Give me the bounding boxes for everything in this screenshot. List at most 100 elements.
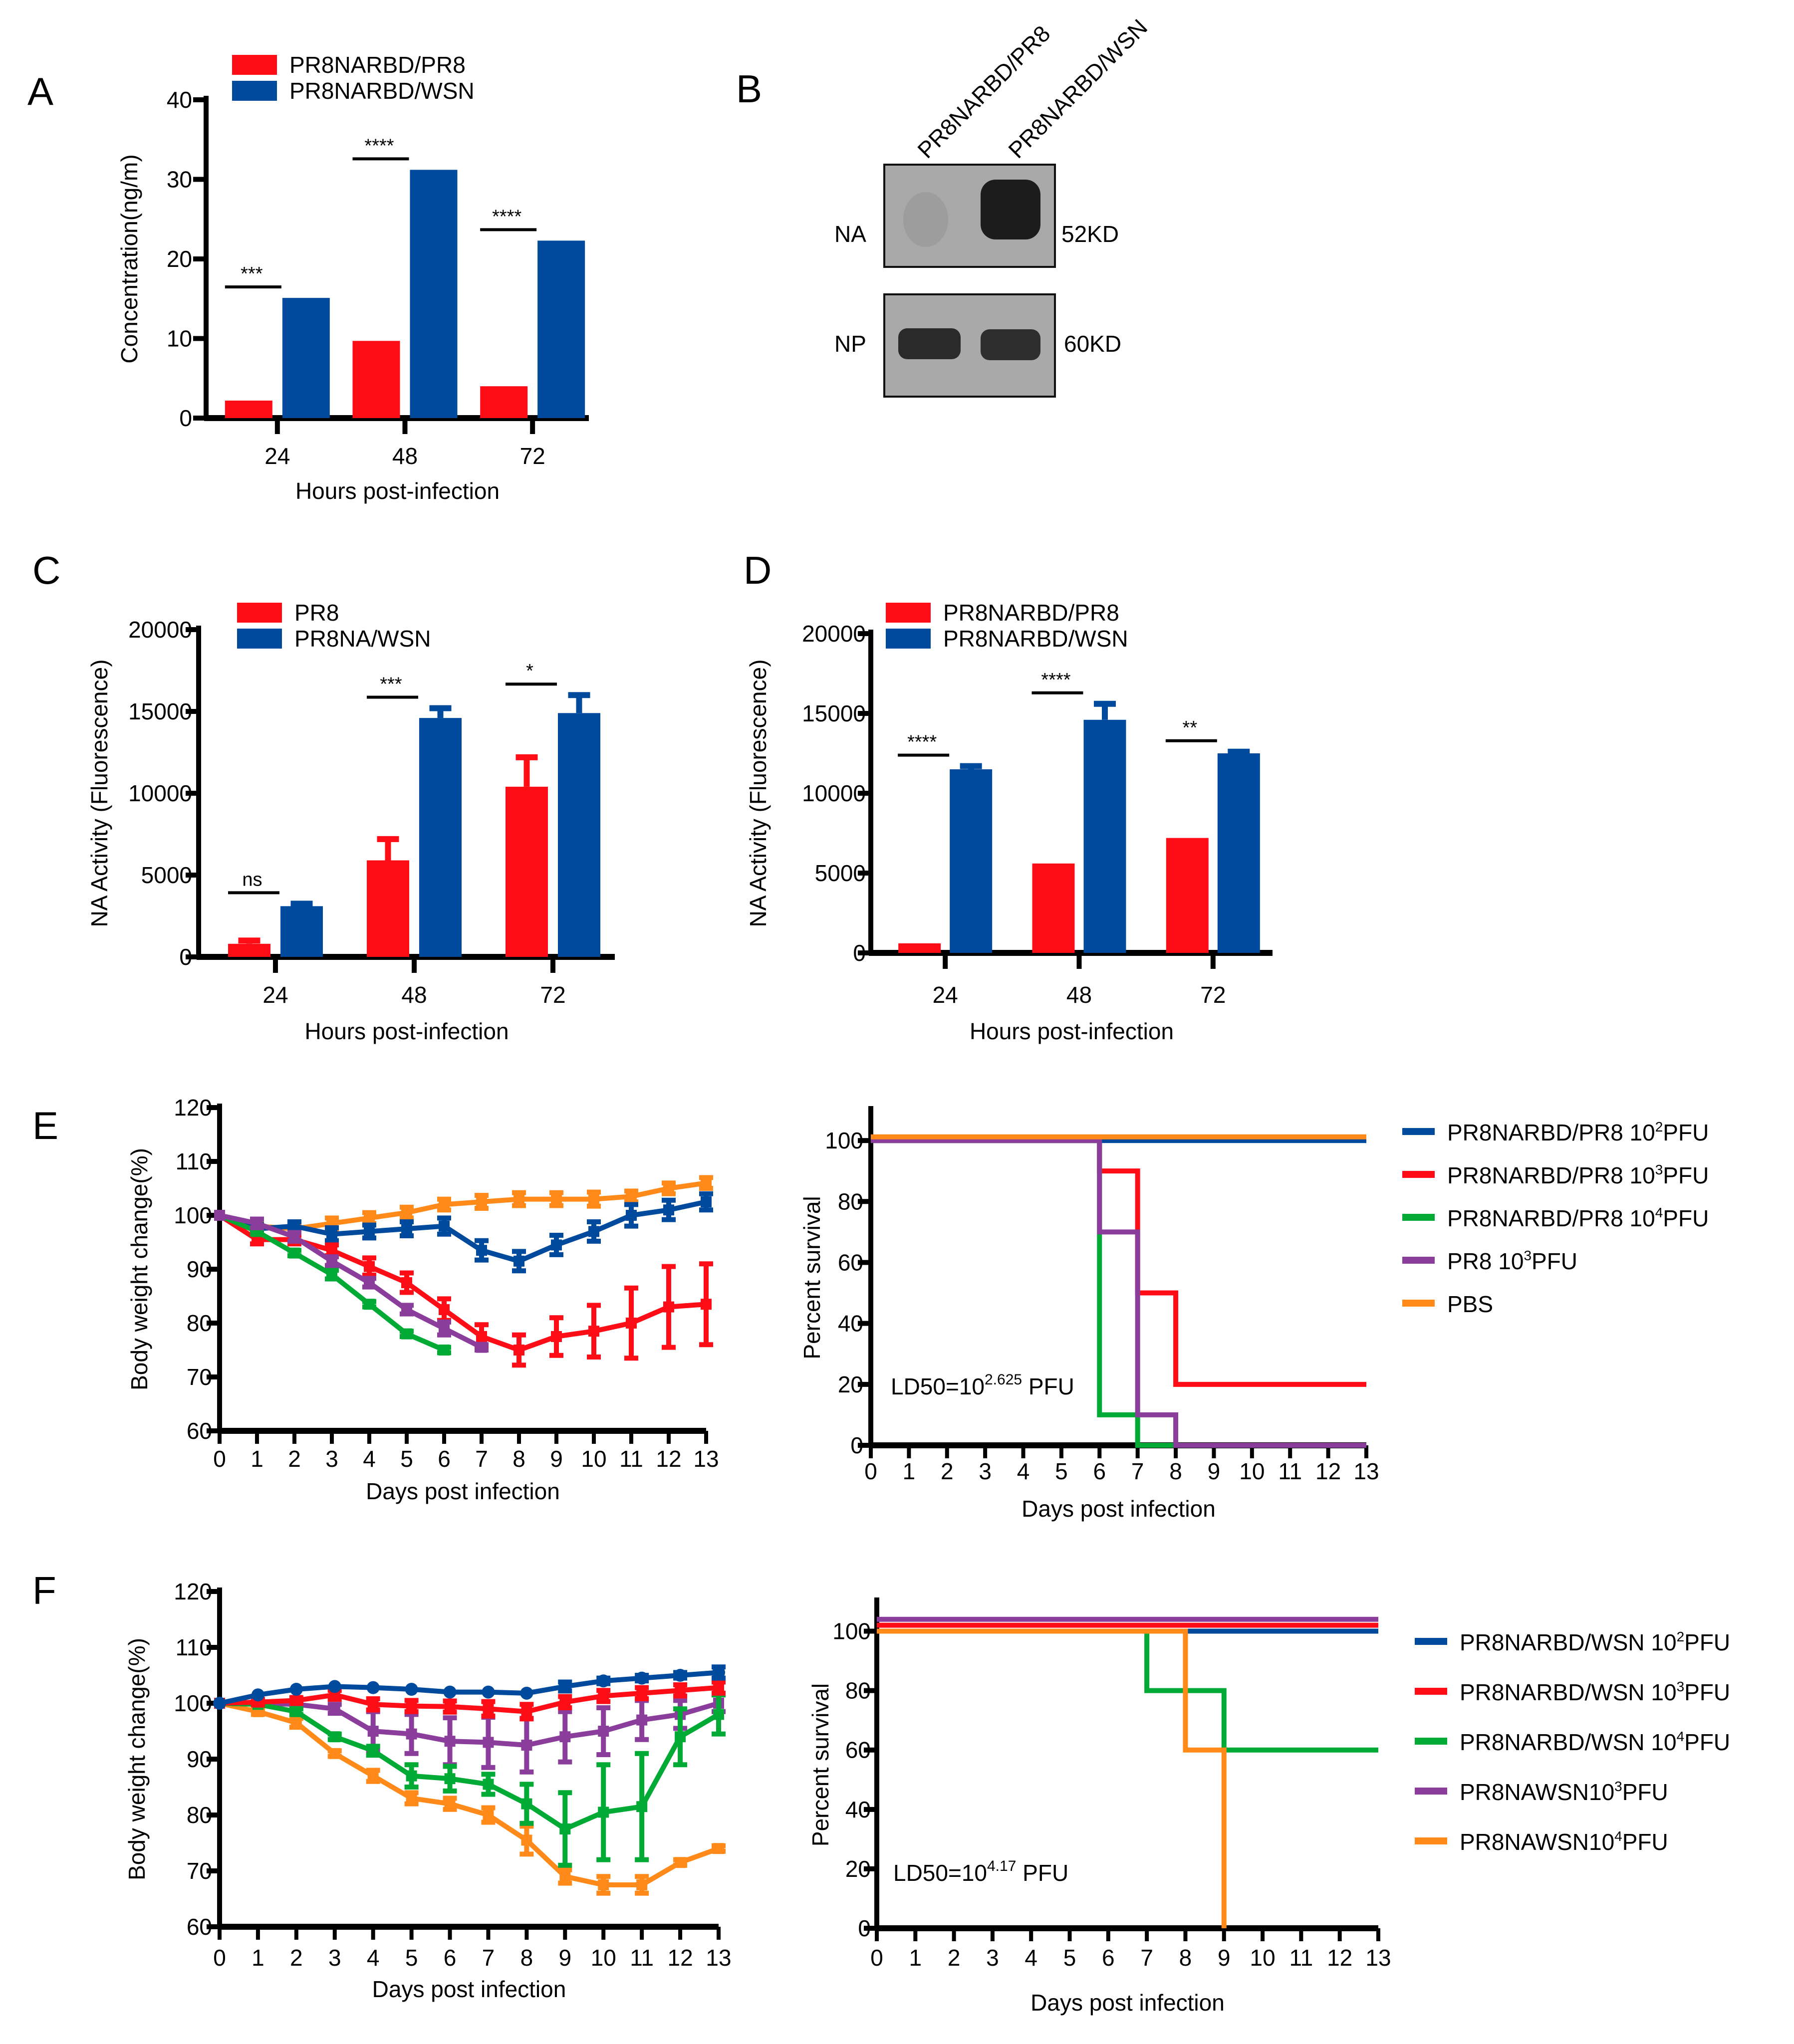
data-point <box>513 1193 524 1205</box>
x-tick-label: 7 <box>1131 1458 1144 1484</box>
y-axis-label: Body weight change(%) <box>126 1148 152 1390</box>
y-tick-label: 60 <box>845 1737 871 1763</box>
x-tick-label: 6 <box>444 1945 457 1971</box>
x-tick-label: 13 <box>1353 1458 1379 1484</box>
data-point <box>251 1688 264 1702</box>
x-tick-label: 48 <box>392 443 418 469</box>
y-axis-label: Percent survival <box>807 1683 833 1846</box>
data-point <box>551 1239 562 1251</box>
data-point <box>476 1342 487 1353</box>
data-point <box>367 1699 379 1710</box>
x-tick-label: 10 <box>581 1446 606 1472</box>
data-point <box>713 1843 724 1854</box>
x-tick-label: 9 <box>1218 1945 1231 1971</box>
blot-np-band-lane2 <box>981 329 1040 360</box>
western-blot-panel: B PR8NARBD/PR8 PR8NARBD/WSN NA 52KD NP 6… <box>736 14 1152 398</box>
y-tick-label: 60 <box>838 1249 863 1275</box>
x-tick-label: 1 <box>252 1945 264 1971</box>
legend-swatch <box>886 603 931 623</box>
x-tick-label: 8 <box>520 1945 533 1971</box>
data-point <box>713 1709 724 1720</box>
series-purple <box>214 1210 489 1353</box>
bar-pr8narbd-pr8 <box>1032 863 1075 953</box>
x-tick-label: 9 <box>1208 1458 1221 1484</box>
data-point <box>701 1299 712 1310</box>
x-tick-label: 6 <box>438 1446 451 1472</box>
bar-pr8narbd-wsn <box>950 769 993 953</box>
significance-label: *** <box>241 263 263 284</box>
data-point <box>405 1683 418 1696</box>
data-point <box>675 1857 686 1868</box>
data-point <box>559 1823 571 1834</box>
x-tick-label: 0 <box>864 1458 877 1484</box>
x-axis-label: Hours post-infection <box>295 478 500 504</box>
ld50-annotation: LD50=104.17 PFU <box>893 1858 1068 1886</box>
bar-pr8narbd-pr8 <box>352 341 400 418</box>
bar-pr8narbd-pr8 <box>480 386 528 418</box>
y-tick-label: 10000 <box>802 780 866 806</box>
data-point <box>636 1714 648 1726</box>
data-point <box>364 1277 375 1288</box>
x-tick-label: 1 <box>251 1446 263 1472</box>
x-tick-label: 11 <box>630 1945 654 1971</box>
y-tick-label: 120 <box>174 1579 212 1604</box>
y-axis-label: Percent survival <box>799 1196 825 1359</box>
significance-label: **** <box>364 135 394 156</box>
data-point <box>367 1745 379 1757</box>
bar-chart-c: 0 5000 10000 15000 20000 Hours post-infection… <box>32 548 615 1044</box>
x-tick-label: 4 <box>363 1446 376 1472</box>
data-point <box>401 1328 412 1340</box>
survival-curve-red <box>871 1138 1366 1387</box>
data-point <box>364 1299 375 1310</box>
data-point <box>559 1871 571 1882</box>
data-point <box>366 1681 380 1694</box>
data-point <box>598 1726 609 1737</box>
significance-label: ** <box>1183 717 1198 738</box>
legend-label: PR8 103PFU <box>1447 1248 1577 1274</box>
data-point <box>476 1196 487 1207</box>
x-axis-label: Days post infection <box>1022 1496 1216 1522</box>
data-point <box>367 1726 379 1737</box>
x-tick-label: 0 <box>870 1945 883 1971</box>
data-point <box>635 1671 649 1685</box>
data-point <box>290 1706 302 1717</box>
data-point <box>364 1212 375 1224</box>
x-tick-label: 10 <box>1239 1458 1265 1484</box>
y-tick-label: 100 <box>174 1690 212 1716</box>
data-point <box>598 1879 609 1890</box>
data-point <box>290 1717 302 1729</box>
x-tick-label: 5 <box>400 1446 413 1472</box>
data-point <box>520 1686 533 1700</box>
data-point <box>214 1210 225 1221</box>
y-tick-label: 0 <box>179 944 192 970</box>
data-point <box>406 1700 417 1712</box>
significance-label: * <box>526 661 533 681</box>
ld50-annotation: LD50=102.625 PFU <box>891 1371 1074 1399</box>
blot-na-band-lane1 <box>903 192 948 247</box>
data-point <box>401 1207 412 1218</box>
y-tick-label: 20 <box>167 246 192 272</box>
x-tick-label: 12 <box>667 1945 693 1971</box>
data-point <box>326 1269 337 1280</box>
data-point <box>329 1731 340 1743</box>
bar-pr8narbd-pr8 <box>898 943 941 953</box>
bar-pr8narbd-wsn <box>282 298 330 418</box>
legend-label: PR8NARBD/WSN 102PFU <box>1460 1629 1730 1655</box>
y-tick-label: 100 <box>174 1202 212 1228</box>
data-point <box>406 1793 417 1804</box>
data-point <box>558 1680 572 1693</box>
data-point <box>401 1223 412 1234</box>
panel-letter: C <box>32 548 60 592</box>
data-point <box>559 1731 571 1743</box>
y-tick-label: 40 <box>845 1797 871 1822</box>
y-tick-label: 40 <box>838 1311 863 1337</box>
bar-pr8narbd-pr8 <box>1166 838 1209 953</box>
bar-pr8 <box>228 943 270 957</box>
x-axis-label: Days post infection <box>1030 1990 1225 2016</box>
series-line <box>219 1213 483 1350</box>
blot-row-size-np: 60KD <box>1064 331 1121 357</box>
survival-curve-purple <box>871 1138 1366 1448</box>
data-point <box>675 1731 686 1743</box>
bar-pr8narbd-pr8 <box>225 400 272 418</box>
x-tick-label: 3 <box>325 1446 338 1472</box>
